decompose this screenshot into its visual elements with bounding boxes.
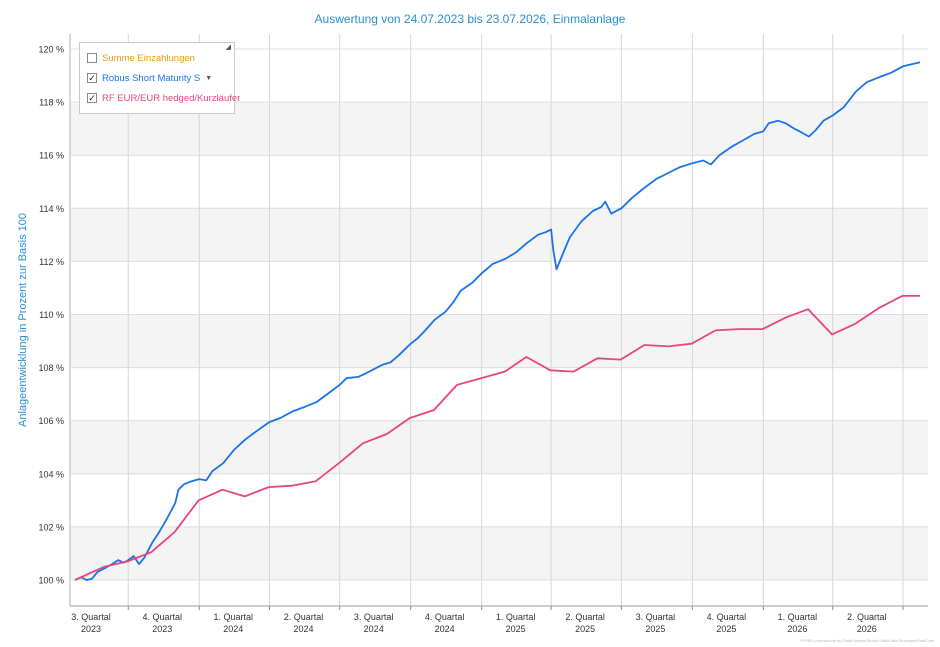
x-tick-label-quarter: 3. Quartal	[354, 612, 394, 622]
plot-band	[70, 314, 928, 368]
x-tick-label-quarter: 2. Quartal	[284, 612, 324, 622]
series-line	[74, 61, 921, 581]
legend-label: Summe Einzahlungen	[102, 52, 195, 64]
legend-item-summe-einzahlungen[interactable]: Summe Einzahlungen	[87, 51, 195, 65]
x-tick-label-quarter: 1. Quartal	[778, 612, 818, 622]
x-tick-label-quarter: 2. Quartal	[847, 612, 887, 622]
x-tick-label-quarter: 3. Quartal	[636, 612, 676, 622]
y-tick-label: 108 %	[38, 363, 64, 373]
x-tick-label-quarter: 4. Quartal	[425, 612, 465, 622]
x-tick-label-quarter: 4. Quartal	[707, 612, 747, 622]
dropdown-arrow-icon[interactable]: ▼	[205, 74, 213, 82]
y-tick-label: 110 %	[39, 310, 64, 320]
chart-title: Auswertung von 24.07.2023 bis 23.07.2026…	[315, 12, 626, 26]
x-tick-label-year: 2024	[223, 624, 243, 634]
x-tick-label-quarter: 2. Quartal	[565, 612, 605, 622]
x-tick-label-year: 2025	[716, 624, 736, 634]
plot-band	[70, 526, 928, 580]
x-tick-label-year: 2026	[857, 624, 877, 634]
y-tick-label: 114 %	[39, 204, 64, 214]
x-tick-label-year: 2024	[293, 624, 313, 634]
legend-checkbox-unchecked[interactable]	[87, 53, 97, 63]
legend-checkbox-checked[interactable]: ✓	[87, 93, 97, 103]
plot-band	[70, 420, 928, 474]
x-tick-labels: 3. Quartal 2023 4. Quartal 2023 1. Quartal 20…	[71, 612, 886, 634]
x-tick-label-year: 2025	[506, 624, 526, 634]
legend: ◢ Summe Einzahlungen ✓ Robus Short Matur…	[79, 42, 240, 114]
x-tick-label-year: 2024	[364, 624, 384, 634]
legend-label: Robus Short Maturity S	[102, 72, 201, 84]
legend-collapse-icon[interactable]: ◢	[225, 44, 231, 51]
plot-band	[70, 208, 928, 262]
y-tick-label: 112 %	[39, 257, 64, 267]
x-tick-label-year: 2023	[81, 624, 101, 634]
y-tick-label: 106 %	[38, 416, 64, 426]
legend-checkbox-checked[interactable]: ✓	[87, 73, 97, 83]
x-tick-label-year: 2024	[435, 624, 455, 634]
y-tick-labels: 100 % 102 % 104 % 106 % 108 % 110 % 112 % 114 %…	[38, 45, 64, 586]
legend-label: RF EUR/EUR hedged/Kurzläufer	[102, 92, 241, 104]
x-tick-label-year: 2026	[787, 624, 807, 634]
x-tick-label-year: 2025	[645, 624, 665, 634]
x-tick-label-quarter: 1. Quartal	[213, 612, 253, 622]
series-lines	[74, 61, 921, 581]
y-tick-label: 104 %	[38, 469, 64, 479]
y-tick-label: 118 %	[39, 98, 64, 108]
x-tick-label-year: 2023	[152, 624, 172, 634]
y-tick-label: 100 %	[38, 576, 64, 586]
y-tick-label: 116 %	[39, 151, 64, 161]
x-tick-label-quarter: 1. Quartal	[496, 612, 536, 622]
x-tick-label-year: 2025	[575, 624, 595, 634]
legend-item-robus-short-maturity[interactable]: ✓ Robus Short Maturity S ▼	[87, 71, 212, 85]
series-line	[74, 295, 920, 581]
x-tick-label-quarter: 4. Quartal	[142, 612, 182, 622]
y-axis-label: Anlageentwicklung in Prozent zur Basis 1…	[17, 213, 29, 427]
quarter-gridlines	[69, 34, 928, 610]
footer-credit: FFVBS professional by Elsoft AdvisorStud…	[800, 638, 934, 643]
legend-item-rf-eur-hedged[interactable]: ✓ RF EUR/EUR hedged/Kurzläufer	[87, 91, 240, 105]
y-tick-label: 120 %	[38, 45, 64, 55]
plot-bands	[70, 102, 928, 580]
x-tick-label-quarter: 3. Quartal	[71, 612, 111, 622]
y-tick-label: 102 %	[38, 522, 64, 532]
